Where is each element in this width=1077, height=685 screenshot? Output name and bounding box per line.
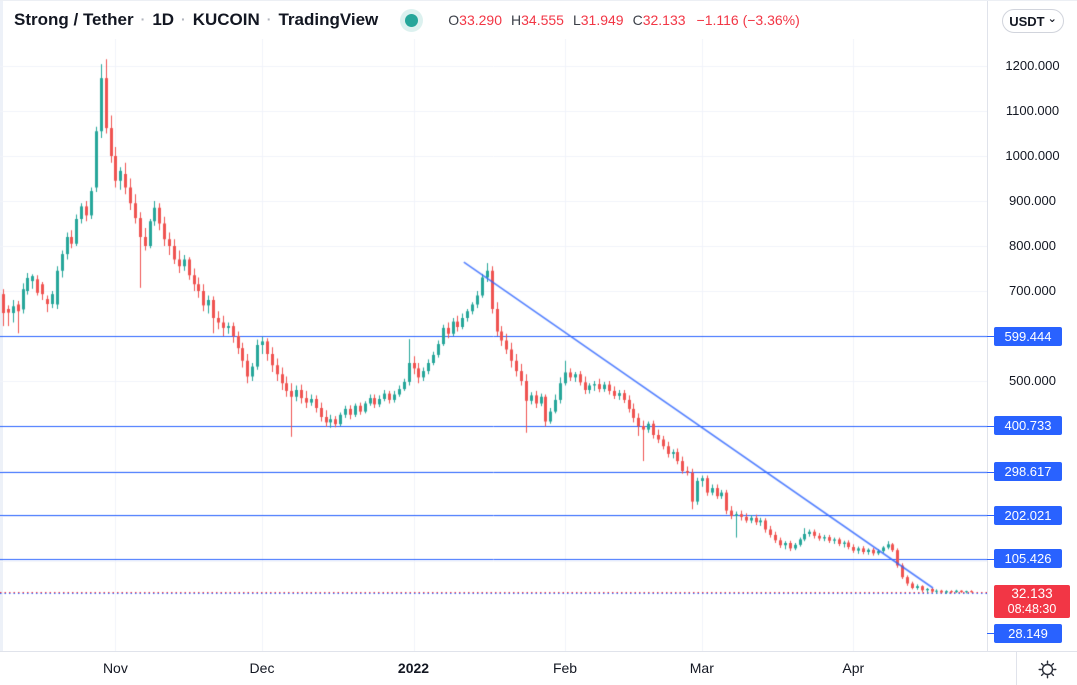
ohlc-open-label: O (448, 12, 460, 28)
last-price-value: 32.133 (1011, 586, 1053, 602)
price-level-badge: 28.149 (987, 623, 1062, 643)
ohlc-low-label: L (572, 12, 581, 28)
title-separator-dot: · (181, 11, 186, 27)
price-axis[interactable]: USDT ⌄ 1200.000 1100.000 1000.000 900.000 80… (987, 1, 1077, 651)
price-level-badge: 599.444 (987, 326, 1062, 346)
platform-label: TradingView (278, 10, 379, 29)
ohlc-values-row: O33.290 H34.555 L31.949 C32.133 (448, 12, 694, 28)
title-separator-dot: · (266, 11, 272, 27)
ohlc-low-value: 31.949 (580, 12, 624, 28)
ohlc-close-value: 32.133 (642, 12, 686, 28)
last-price-badge: 32.133 08:48:30 (994, 585, 1070, 619)
chart-legend-toolbar: Strong / Tether · 1D · KUCOIN · TradingV… (0, 1, 990, 39)
ohlc-high-label: H (511, 12, 522, 28)
market-status-icon (405, 13, 419, 27)
badge-tick (987, 515, 994, 517)
y-axis-label: 800.000 (1009, 238, 1056, 253)
price-level-badge: 105.426 (987, 549, 1062, 569)
exchange-label: KUCOIN (192, 10, 260, 29)
y-axis-label: 700.000 (1009, 283, 1056, 298)
ohlc-high-value: 34.555 (521, 12, 564, 28)
price-chart-canvas[interactable] (0, 39, 987, 651)
price-level-badge: 202.021 (987, 505, 1062, 525)
time-axis-label: 2022 (397, 660, 430, 676)
currency-button-label: USDT (1009, 13, 1045, 29)
ohlc-close-label: C (632, 12, 643, 28)
badge-tick (987, 633, 994, 635)
badge-tick (987, 425, 994, 427)
y-axis-label: 500.000 (1009, 373, 1056, 388)
y-axis-label: 1100.000 (1005, 103, 1060, 118)
time-axis-label: Apr (842, 660, 865, 676)
time-axis[interactable]: Nov Dec 2022 Feb Mar Apr (0, 651, 1077, 685)
currency-button[interactable]: USDT ⌄ (1002, 9, 1064, 33)
time-axis-label: Feb (552, 660, 578, 676)
price-level-badge: 400.733 (987, 416, 1062, 436)
badge-tick (987, 336, 994, 338)
price-level-badge: 298.617 (987, 462, 1062, 482)
bar-countdown: 08:48:30 (1007, 602, 1057, 617)
y-axis-label: 1000.000 (1005, 148, 1060, 163)
ohlc-open-value: 33.290 (459, 12, 502, 28)
interval-label[interactable]: 1D (152, 10, 175, 29)
settings-gear-icon[interactable] (1038, 660, 1057, 679)
time-axis-label: Dec (249, 660, 275, 676)
title-separator-dot: · (140, 11, 146, 27)
chevron-down-icon: ⌄ (1047, 12, 1057, 25)
y-axis-label: 1200.000 (1005, 58, 1060, 73)
y-axis-label: 900.000 (1009, 193, 1056, 208)
time-axis-label: Mar (689, 660, 714, 676)
time-axis-label: Nov (102, 660, 128, 676)
badge-tick (987, 471, 994, 473)
axis-settings-corner[interactable] (1016, 652, 1077, 685)
badge-tick (987, 558, 994, 560)
symbol-title[interactable]: Strong / Tether (14, 10, 134, 29)
price-change-value: −1.116 (−3.36%) (696, 12, 800, 28)
